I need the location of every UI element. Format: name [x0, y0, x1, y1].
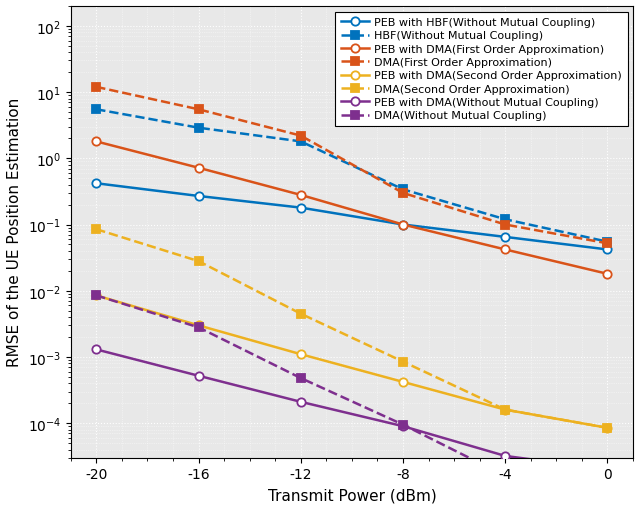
DMA(First Order Approximation)	[604, 241, 611, 247]
PEB with DMA(Second Order Approximation)	[92, 293, 100, 299]
PEB with HBF(Without Mutual Coupling)	[195, 193, 202, 200]
DMA(Without Mutual Coupling)	[297, 375, 305, 381]
DMA(Without Mutual Coupling)	[399, 422, 407, 428]
DMA(Second Order Approximation)	[604, 425, 611, 431]
PEB with DMA(Second Order Approximation)	[501, 407, 509, 413]
DMA(Without Mutual Coupling)	[604, 477, 611, 483]
PEB with DMA(Second Order Approximation)	[399, 379, 407, 385]
PEB with HBF(Without Mutual Coupling)	[399, 222, 407, 228]
DMA(Second Order Approximation)	[297, 311, 305, 317]
DMA(Without Mutual Coupling)	[501, 473, 509, 479]
PEB with DMA(First Order Approximation)	[501, 247, 509, 253]
PEB with DMA(Without Mutual Coupling)	[195, 373, 202, 379]
PEB with DMA(Without Mutual Coupling)	[92, 347, 100, 353]
HBF(Without Mutual Coupling)	[501, 217, 509, 223]
Legend: PEB with HBF(Without Mutual Coupling), HBF(Without Mutual Coupling), PEB with DM: PEB with HBF(Without Mutual Coupling), H…	[335, 13, 627, 127]
HBF(Without Mutual Coupling)	[92, 107, 100, 113]
DMA(Second Order Approximation)	[195, 259, 202, 265]
DMA(First Order Approximation)	[399, 190, 407, 196]
DMA(Second Order Approximation)	[399, 359, 407, 365]
Line: DMA(First Order Approximation): DMA(First Order Approximation)	[92, 83, 612, 248]
PEB with DMA(First Order Approximation)	[195, 165, 202, 172]
DMA(Without Mutual Coupling)	[92, 293, 100, 299]
DMA(Second Order Approximation)	[501, 407, 509, 413]
PEB with DMA(Second Order Approximation)	[604, 425, 611, 431]
PEB with DMA(Without Mutual Coupling)	[399, 423, 407, 430]
HBF(Without Mutual Coupling)	[297, 139, 305, 145]
DMA(Second Order Approximation)	[92, 227, 100, 233]
DMA(First Order Approximation)	[92, 84, 100, 91]
Line: PEB with DMA(First Order Approximation): PEB with DMA(First Order Approximation)	[92, 138, 612, 278]
Line: HBF(Without Mutual Coupling): HBF(Without Mutual Coupling)	[92, 106, 612, 246]
PEB with HBF(Without Mutual Coupling)	[297, 205, 305, 211]
PEB with DMA(Second Order Approximation)	[195, 323, 202, 329]
HBF(Without Mutual Coupling)	[399, 187, 407, 193]
X-axis label: Transmit Power (dBm): Transmit Power (dBm)	[268, 487, 436, 502]
PEB with DMA(First Order Approximation)	[604, 271, 611, 277]
DMA(Without Mutual Coupling)	[195, 325, 202, 331]
Y-axis label: RMSE of the UE Position Estimation: RMSE of the UE Position Estimation	[7, 98, 22, 367]
HBF(Without Mutual Coupling)	[604, 239, 611, 245]
DMA(First Order Approximation)	[501, 222, 509, 228]
Line: PEB with DMA(Without Mutual Coupling): PEB with DMA(Without Mutual Coupling)	[92, 346, 612, 474]
PEB with DMA(Without Mutual Coupling)	[604, 466, 611, 472]
PEB with HBF(Without Mutual Coupling)	[501, 234, 509, 240]
PEB with DMA(Without Mutual Coupling)	[501, 453, 509, 459]
PEB with DMA(First Order Approximation)	[297, 192, 305, 199]
PEB with DMA(Without Mutual Coupling)	[297, 399, 305, 405]
PEB with DMA(First Order Approximation)	[92, 139, 100, 145]
Line: DMA(Without Mutual Coupling): DMA(Without Mutual Coupling)	[92, 292, 612, 484]
PEB with HBF(Without Mutual Coupling)	[92, 181, 100, 187]
DMA(First Order Approximation)	[297, 133, 305, 139]
PEB with DMA(First Order Approximation)	[399, 222, 407, 228]
PEB with DMA(Second Order Approximation)	[297, 351, 305, 357]
DMA(First Order Approximation)	[195, 107, 202, 113]
Line: PEB with DMA(Second Order Approximation): PEB with DMA(Second Order Approximation)	[92, 292, 612, 432]
HBF(Without Mutual Coupling)	[195, 125, 202, 131]
PEB with HBF(Without Mutual Coupling)	[604, 247, 611, 253]
Line: PEB with HBF(Without Mutual Coupling): PEB with HBF(Without Mutual Coupling)	[92, 180, 612, 254]
Line: DMA(Second Order Approximation): DMA(Second Order Approximation)	[92, 225, 612, 432]
